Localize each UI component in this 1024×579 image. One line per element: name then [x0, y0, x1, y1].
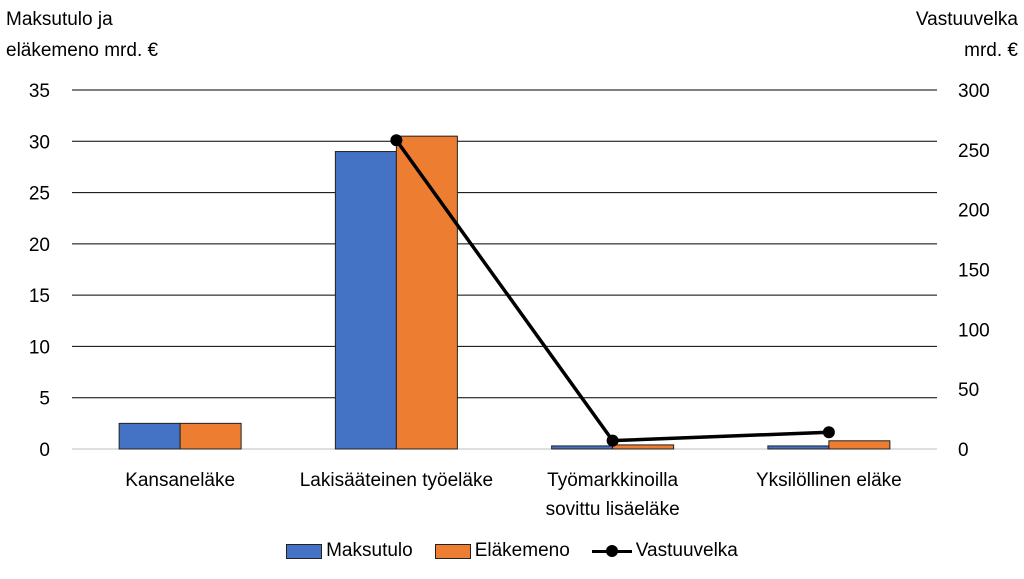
legend-swatch-vastuuvelka — [591, 544, 632, 558]
left-tick-label-20: 20 — [29, 235, 50, 256]
bar-maksutulo-2 — [551, 445, 614, 450]
legend-label-elakemeno: Eläkemeno — [474, 540, 570, 561]
right-tick-label-200: 200 — [958, 201, 990, 222]
legend-label-maksutulo: Maksutulo — [326, 540, 413, 561]
left-tick-label-15: 15 — [29, 286, 50, 307]
left-tick-label-10: 10 — [29, 337, 50, 358]
category-label-1: Lakisääteinen työeläke — [300, 470, 493, 491]
right-tick-label-300: 300 — [958, 81, 990, 102]
legend-label-vastuuvelka: Vastuuvelka — [635, 540, 738, 561]
bar-maksutulo-1 — [334, 151, 397, 450]
point-vastuuvelka-3 — [822, 426, 835, 439]
line-vastuuvelka — [394, 139, 829, 443]
bar-eläkemeno-0 — [179, 422, 242, 450]
left-axis-title: Maksutulo ja eläkemeno mrd. € — [6, 4, 158, 66]
right-axis-title-line-2: mrd. € — [964, 40, 1018, 61]
point-vastuuvelka-1 — [390, 134, 403, 147]
right-tick-label-0: 0 — [958, 440, 969, 461]
right-tick-label-250: 250 — [958, 141, 990, 162]
right-tick-label-150: 150 — [958, 261, 990, 282]
left-axis-title-line-1: Maksutulo ja — [6, 9, 113, 30]
category-label-2-line-2: sovittu lisäeläke — [546, 499, 680, 520]
category-label-0: Kansaneläke — [125, 470, 235, 491]
category-label-2-line-1: Työmarkkinoilla — [547, 470, 678, 491]
left-tick-label-5: 5 — [39, 389, 50, 410]
bar-eläkemeno-2 — [612, 444, 675, 450]
left-axis-title-line-2: eläkemeno mrd. € — [6, 40, 159, 61]
left-tick-label-30: 30 — [29, 132, 50, 153]
right-tick-label-100: 100 — [958, 320, 990, 341]
right-axis-title: Vastuuvelka mrd. € — [916, 4, 1018, 66]
legend-item-elakemeno[interactable]: Eläkemeno — [434, 540, 570, 562]
bar-maksutulo-0 — [118, 422, 181, 450]
point-vastuuvelka-2 — [606, 434, 619, 447]
category-label-3: Yksilöllinen eläke — [756, 470, 902, 491]
left-tick-label-0: 0 — [39, 440, 50, 461]
legend-swatch-elakemeno — [434, 543, 471, 559]
left-tick-label-25: 25 — [29, 184, 50, 205]
bar-eläkemeno-3 — [828, 440, 891, 450]
bar-maksutulo-3 — [767, 445, 830, 450]
legend-item-maksutulo[interactable]: Maksutulo — [286, 540, 413, 562]
legend-item-vastuuvelka[interactable]: Vastuuvelka — [591, 540, 738, 562]
legend: Maksutulo Eläkemeno Vastuuvelka — [0, 538, 1024, 564]
right-tick-label-50: 50 — [958, 380, 979, 401]
bar-eläkemeno-1 — [395, 135, 458, 450]
right-axis-title-line-1: Vastuuvelka — [915, 9, 1018, 30]
left-tick-label-35: 35 — [29, 81, 50, 102]
legend-swatch-maksutulo — [286, 543, 323, 559]
